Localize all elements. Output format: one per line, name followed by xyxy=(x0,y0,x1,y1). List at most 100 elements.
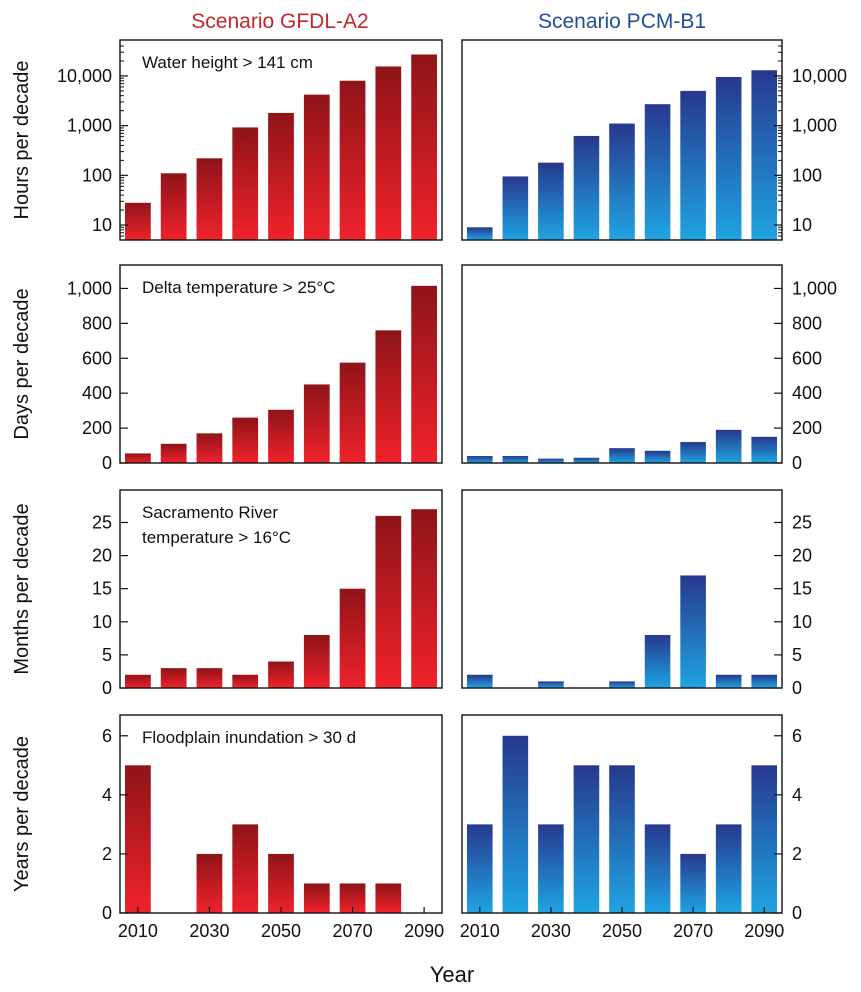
y-tick-label: 100 xyxy=(82,165,112,185)
bar-2020 xyxy=(160,443,187,463)
y-tick-label: 6 xyxy=(102,726,112,746)
bar-2060 xyxy=(644,104,671,240)
bar-2070 xyxy=(339,588,366,688)
bar-2090 xyxy=(751,765,778,913)
right-column-title: Scenario PCM-B1 xyxy=(538,10,706,33)
y-tick-label: 1,000 xyxy=(792,116,837,136)
bar-2060 xyxy=(644,635,671,688)
bar-2060 xyxy=(644,450,671,463)
y-tick-label: 100 xyxy=(792,165,822,185)
bar-2050 xyxy=(609,448,635,463)
bar-2070 xyxy=(339,362,366,463)
bar-2040 xyxy=(573,457,600,463)
x-tick-label: 2010 xyxy=(460,921,500,941)
panel-3-left: 0 2 4 6 Years per decade Floodplain inundatio… xyxy=(11,714,444,941)
bar-2080 xyxy=(375,883,402,913)
bar-2030 xyxy=(196,668,223,688)
panel-3-right: 0 2 4 6 2010 2030 2050 2070 2090 xyxy=(460,714,802,941)
bar-2040 xyxy=(232,824,259,913)
bar-2020 xyxy=(160,173,187,240)
y-tick-label: 0 xyxy=(792,453,802,473)
bar-2070 xyxy=(680,90,706,240)
y-tick-label: 15 xyxy=(792,579,812,599)
x-tick-label: 2090 xyxy=(404,921,444,941)
bar-2060 xyxy=(303,883,330,913)
panel-1-left: 0 200 400 600 800 1,000 Days per decade Delta t… xyxy=(11,264,443,473)
panel-annotation: Floodplain inundation > 30 d xyxy=(142,728,356,747)
y-tick-label: 400 xyxy=(792,383,822,403)
x-tick-label: 2050 xyxy=(602,921,642,941)
y-tick-label: 0 xyxy=(102,678,112,698)
y-tick-label: 800 xyxy=(82,313,112,333)
y-tick-label: 4 xyxy=(792,785,802,805)
bar-2080 xyxy=(715,824,742,913)
bar-2090 xyxy=(751,674,778,688)
y-tick-label: 25 xyxy=(92,512,112,532)
bar-2010 xyxy=(125,674,151,688)
y-tick-label: 0 xyxy=(792,903,802,923)
bar-2030 xyxy=(538,458,564,463)
y-tick-label: 1,000 xyxy=(67,116,112,136)
bar-2010 xyxy=(466,674,493,688)
y-tick-label: 0 xyxy=(102,453,112,473)
bar-2080 xyxy=(715,77,742,240)
bar-2010 xyxy=(466,227,493,240)
bar-2030 xyxy=(196,853,223,913)
bar-2070 xyxy=(680,442,706,463)
bar-2060 xyxy=(303,635,330,688)
y-tick-label: 10 xyxy=(92,612,112,632)
y-tick-label: 1,000 xyxy=(792,278,837,298)
y-tick-label: 25 xyxy=(792,512,812,532)
bar-2090 xyxy=(751,70,778,240)
bar-2060 xyxy=(303,384,330,463)
bar-2090 xyxy=(411,285,437,463)
x-tick-label: 2090 xyxy=(744,921,784,941)
panel-1-right: 0 200 400 600 800 1,000 xyxy=(461,264,837,473)
bar-2080 xyxy=(375,330,402,463)
x-tick-label: 2030 xyxy=(531,921,571,941)
bar-2050 xyxy=(609,681,635,688)
x-tick-label: 2030 xyxy=(189,921,229,941)
bar-2010 xyxy=(466,824,493,913)
bar-2050 xyxy=(268,409,294,463)
x-axis-title: Year xyxy=(430,962,474,987)
y-tick-label: 800 xyxy=(792,313,822,333)
y-axis-title: Days per decade xyxy=(11,288,33,439)
left-column-title: Scenario GFDL-A2 xyxy=(191,10,368,33)
y-tick-label: 10 xyxy=(792,215,812,235)
bar-2050 xyxy=(609,765,635,913)
y-axis-title: Years per decade xyxy=(11,736,33,892)
bar-2060 xyxy=(644,824,671,913)
y-tick-label: 0 xyxy=(102,903,112,923)
x-tick-label: 2070 xyxy=(673,921,713,941)
y-tick-label: 400 xyxy=(82,383,112,403)
bar-2040 xyxy=(232,417,259,463)
y-tick-label: 10,000 xyxy=(57,66,112,86)
panel-2-right: 0 5 10 15 20 25 xyxy=(461,489,812,698)
bar-2040 xyxy=(232,674,259,688)
y-tick-label: 2 xyxy=(102,844,112,864)
panel-0-right: 10 100 1,000 10,000 xyxy=(461,39,847,241)
bar-2030 xyxy=(196,433,223,463)
y-axis-title: Months per decade xyxy=(11,503,33,674)
bar-2070 xyxy=(680,575,706,688)
y-tick-label: 600 xyxy=(792,348,822,368)
bar-2030 xyxy=(538,681,564,688)
bar-2090 xyxy=(411,509,437,688)
bar-2080 xyxy=(375,66,402,241)
bar-2090 xyxy=(751,436,778,463)
bar-2010 xyxy=(125,765,151,913)
y-tick-label: 0 xyxy=(792,678,802,698)
y-tick-label: 200 xyxy=(82,418,112,438)
bar-2020 xyxy=(160,668,187,688)
bar-2030 xyxy=(538,824,564,913)
bar-2040 xyxy=(573,135,600,240)
y-tick-label: 10 xyxy=(92,215,112,235)
y-tick-label: 1,000 xyxy=(67,278,112,298)
y-tick-label: 4 xyxy=(102,785,112,805)
bar-2040 xyxy=(573,765,600,913)
panel-2-left: 0 5 10 15 20 25 Months per decade Sacramento Ri… xyxy=(11,489,443,698)
y-tick-label: 20 xyxy=(92,546,112,566)
